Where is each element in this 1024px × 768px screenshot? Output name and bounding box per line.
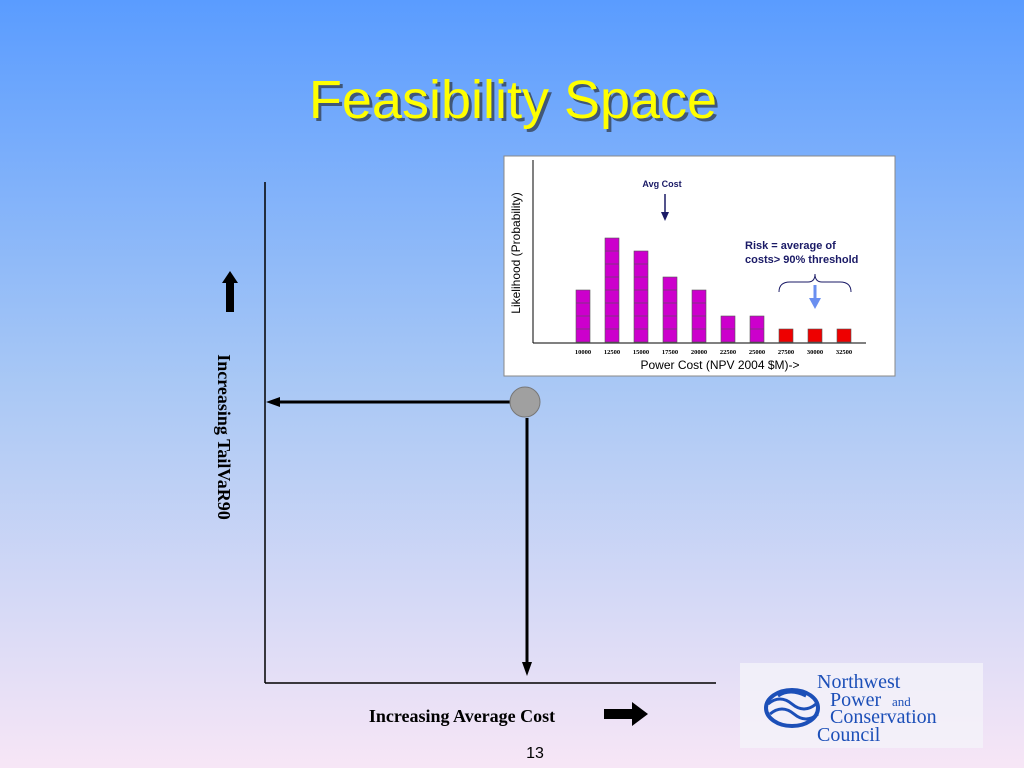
x-tick-label: 30000 [807,349,823,356]
bar [807,328,823,343]
annotation: Avg Cost [642,179,681,189]
arrow-head [809,298,821,309]
logo: Northwest Power and Conservation Council [740,663,983,748]
x-tick-label: 20000 [691,349,707,356]
x-tick-label: 25000 [749,349,765,356]
x-tick-label: 27500 [778,349,794,356]
x-axis-label: Increasing Average Cost [369,706,555,726]
logo-text: and [892,694,911,709]
x-tick-label: 32500 [836,349,852,356]
brace [778,273,852,293]
bar [836,328,852,343]
bar [662,276,678,343]
logo-swirl [764,688,820,728]
logo-text: Power [830,689,881,711]
title: Feasibility Space [309,70,717,130]
point [509,386,541,418]
x-tick-label: 10000 [575,349,591,356]
arrow-head [661,212,669,221]
bar [633,250,649,343]
x-tick-label: 12500 [604,349,620,356]
x-tick-label: 15000 [633,349,649,356]
title-shadow: Feasibility Space [312,73,720,133]
logo-text: Northwest [817,671,901,693]
up-arrow [222,271,238,312]
y-axis-label: Increasing TailVaR90 [214,354,234,520]
annotation: costs> 90% threshold [745,254,858,266]
inset-x-label: Power Cost (NPV 2004 $M)-> [640,358,799,372]
logo-text: Council [817,724,881,746]
logo-waves [767,690,819,721]
logo-text: Conservation [830,706,937,728]
inset-y-label: Likelihood (Probability) [509,192,523,313]
bar [778,328,794,343]
inset-chart: Likelihood (Probability) Power Cost (NPV… [503,155,896,377]
logo-box [740,663,983,748]
x-tick-label: 22500 [720,349,736,356]
annotation: Risk = average of [745,240,836,252]
x-tick-label: 17500 [662,349,678,356]
arrow-head [266,397,280,407]
right-arrow [604,702,648,726]
page-number: 13 [526,745,544,762]
arrow-head [522,662,532,676]
